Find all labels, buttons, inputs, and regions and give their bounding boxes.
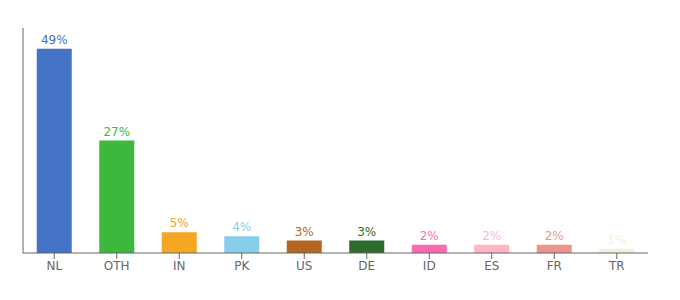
svg-text:IN: IN xyxy=(173,259,186,273)
svg-text:ID: ID xyxy=(423,259,436,273)
svg-text:3%: 3% xyxy=(295,225,314,239)
svg-text:3%: 3% xyxy=(357,225,376,239)
svg-text:2%: 2% xyxy=(482,229,501,243)
svg-text:1%: 1% xyxy=(607,233,626,247)
svg-text:2%: 2% xyxy=(420,229,439,243)
svg-text:27%: 27% xyxy=(103,125,130,139)
svg-text:NL: NL xyxy=(46,259,62,273)
svg-text:ES: ES xyxy=(484,259,499,273)
svg-text:PK: PK xyxy=(234,259,250,273)
svg-text:TR: TR xyxy=(608,259,625,273)
svg-text:2%: 2% xyxy=(545,229,564,243)
svg-text:FR: FR xyxy=(547,259,562,273)
svg-text:49%: 49% xyxy=(41,33,68,47)
svg-text:US: US xyxy=(296,259,312,273)
svg-text:DE: DE xyxy=(358,259,375,273)
svg-text:4%: 4% xyxy=(232,220,251,234)
svg-text:5%: 5% xyxy=(170,216,189,230)
svg-text:OTH: OTH xyxy=(104,259,130,273)
